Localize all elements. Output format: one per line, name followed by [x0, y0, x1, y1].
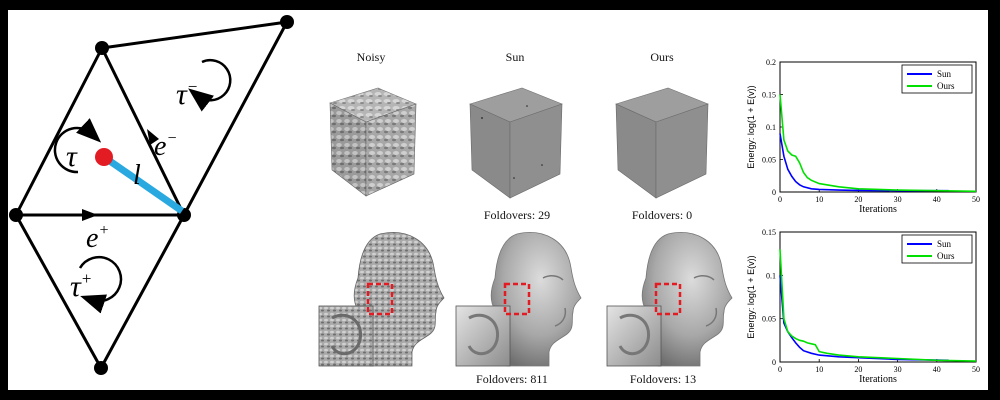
series-line-ours: [779, 249, 977, 362]
x-tick-label: 50: [972, 365, 980, 374]
y-tick-label: 0.2: [766, 58, 776, 67]
column-heading-noisy: Noisy: [356, 50, 386, 64]
rotation-arc-tau-minus: [188, 58, 232, 112]
edge-upper-left: [14, 47, 104, 216]
x-tick-label: 0: [778, 195, 782, 204]
e-plus-arrow: [82, 209, 98, 221]
label-e-plus: e+: [86, 222, 109, 254]
legend-label-ours: Ours: [937, 251, 955, 261]
edge-lower-left: [14, 214, 103, 369]
cube-ours: [615, 87, 709, 199]
legend-label-sun: Sun: [937, 69, 952, 79]
y-tick-label: 0.15: [762, 228, 776, 237]
vertex: [280, 15, 294, 29]
legend-label-ours: Ours: [937, 81, 955, 91]
edge-upper-inner: [100, 47, 186, 216]
x-tick-label: 20: [854, 365, 862, 374]
mesh-edges: [14, 20, 289, 369]
label-tau: τ: [66, 140, 78, 173]
vertex: [95, 41, 109, 55]
energy-chart-cube: 0 10 20 30 40 50 0 0.05 0.1 0.15 0.2 Iterations Ener…: [746, 58, 980, 215]
rotation-arc-tau-plus: [78, 255, 123, 314]
foldovers-head-ours: Foldovers: 13: [629, 372, 697, 386]
y-tick-label: 0.05: [762, 156, 776, 165]
vertex: [9, 208, 23, 222]
rotation-arcs: [53, 58, 232, 314]
cube-noisy: [329, 87, 417, 197]
rotation-arc-tau: [53, 118, 102, 174]
edge-lower-right: [99, 214, 186, 369]
y-axis-label: Energy: log(1 + E(v)): [746, 85, 756, 168]
legend-label-sun: Sun: [937, 239, 952, 249]
x-tick-label: 20: [854, 195, 862, 204]
foldovers-cube-sun: Foldovers: 29: [483, 208, 551, 222]
label-l: l: [133, 160, 141, 191]
y-tick-label: 0.1: [766, 271, 776, 280]
x-tick-label: 0: [778, 365, 782, 374]
x-tick-label: 10: [815, 195, 823, 204]
segment-l: [102, 154, 184, 214]
foldovers-cube-ours: Foldovers: 0: [631, 208, 693, 222]
x-tick-label: 40: [933, 195, 941, 204]
column-heading-ours: Ours: [650, 50, 674, 64]
x-tick-label: 30: [894, 365, 902, 374]
energy-chart-head: 0 10 20 30 40 50 0 0.05 0.1 0.15 Iterations Energy:…: [746, 228, 980, 385]
y-tick-label: 0.1: [766, 123, 776, 132]
e-minus-arrow: [147, 129, 159, 145]
edge-top: [101, 20, 288, 50]
y-tick-label: 0.05: [762, 315, 776, 324]
legend-box: [901, 64, 973, 94]
x-tick-label: 10: [815, 365, 823, 374]
vertex: [94, 361, 108, 375]
series-line-ours: [779, 94, 977, 193]
x-tick-label: 50: [972, 195, 980, 204]
x-tick-label: 40: [933, 365, 941, 374]
x-axis-label: Iterations: [859, 204, 897, 215]
triangle-diagram: τ− τ e− l e+ τ+: [9, 15, 294, 375]
y-tick-label: 0: [772, 358, 776, 367]
x-axis-label: Iterations: [859, 374, 897, 385]
legend-box: [901, 234, 973, 264]
edge-right-outer: [182, 21, 289, 216]
column-heading-sun: Sun: [505, 50, 525, 64]
y-tick-label: 0.15: [762, 91, 776, 100]
label-tau-plus: τ+: [70, 269, 92, 303]
cube-sun: [469, 87, 563, 199]
foldovers-head-sun: Foldovers: 811: [476, 372, 548, 386]
head-ours: [606, 232, 733, 367]
label-tau-minus: τ−: [176, 77, 198, 111]
centroid-point: [95, 148, 113, 166]
mesh-vertices: [9, 15, 294, 375]
y-tick-label: 0: [772, 188, 776, 197]
y-axis-label: Energy: log(1 + E(v)): [746, 255, 756, 338]
label-e-minus: e−: [154, 130, 177, 162]
series-line-sun: [779, 133, 949, 192]
x-tick-label: 30: [894, 195, 902, 204]
head-sun: [455, 232, 582, 367]
head-noisy: [318, 232, 445, 367]
